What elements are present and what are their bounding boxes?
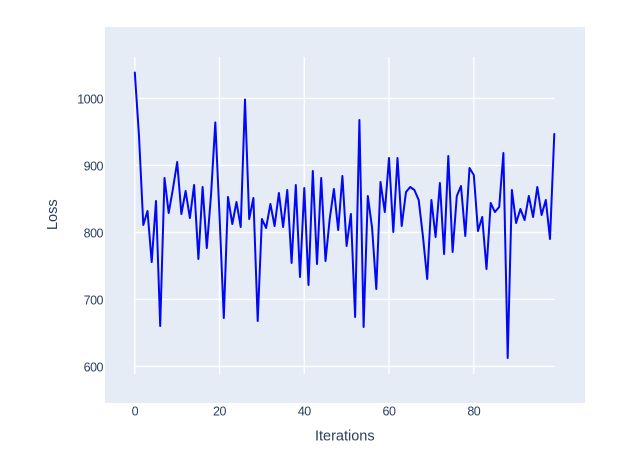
svg-text:800: 800 bbox=[84, 227, 104, 241]
svg-text:1000: 1000 bbox=[77, 93, 103, 107]
svg-text:600: 600 bbox=[84, 361, 104, 375]
svg-text:Iterations: Iterations bbox=[315, 429, 375, 445]
svg-text:60: 60 bbox=[383, 404, 396, 418]
svg-text:20: 20 bbox=[213, 404, 226, 418]
svg-text:0: 0 bbox=[132, 404, 139, 418]
svg-text:80: 80 bbox=[467, 404, 480, 418]
svg-text:900: 900 bbox=[84, 160, 104, 174]
svg-text:700: 700 bbox=[84, 294, 104, 308]
svg-text:40: 40 bbox=[298, 404, 311, 418]
svg-text:Loss: Loss bbox=[45, 199, 61, 230]
